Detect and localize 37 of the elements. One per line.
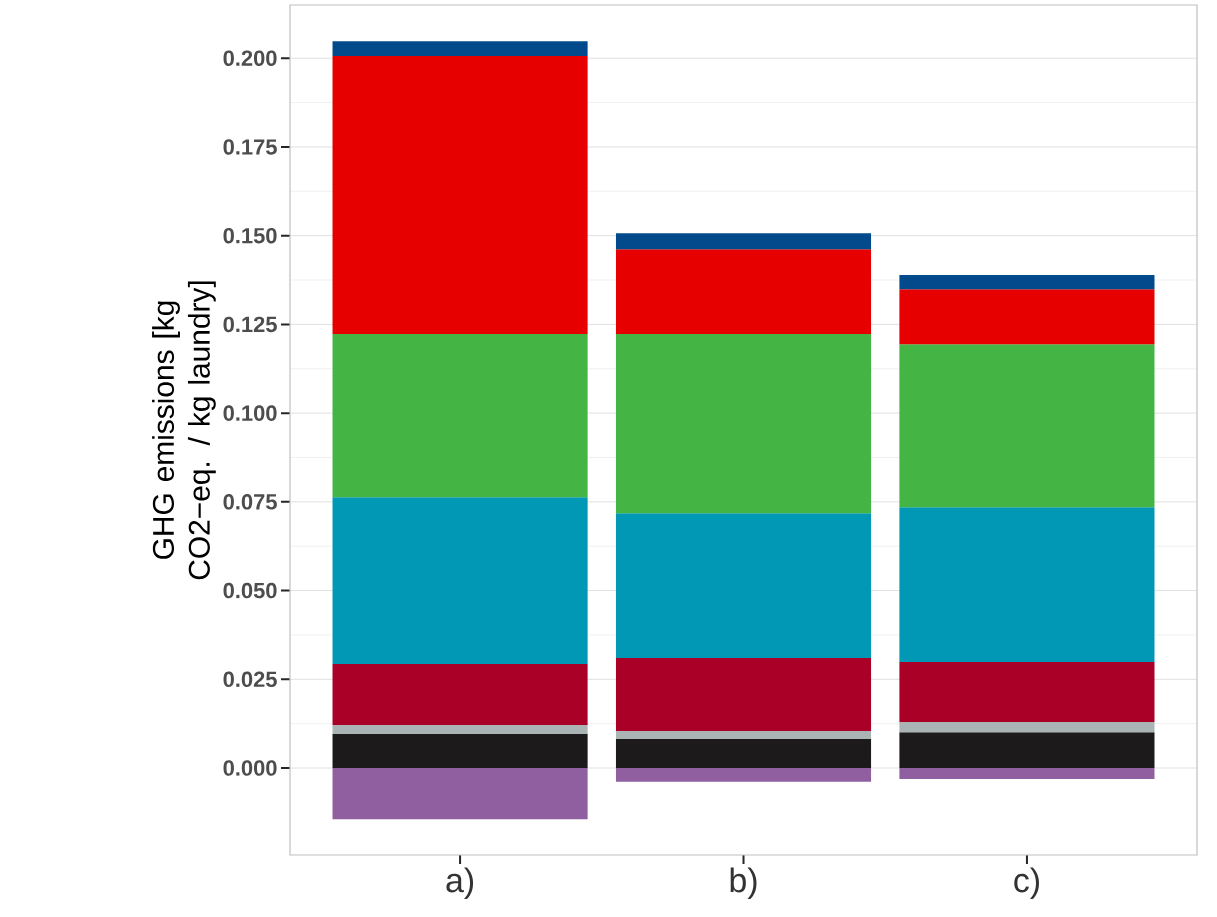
bar xyxy=(899,721,1155,733)
bar xyxy=(899,732,1155,769)
y-tick-label: 0.175 xyxy=(223,139,277,155)
bar xyxy=(899,344,1155,508)
bar xyxy=(615,658,872,732)
bar xyxy=(615,768,872,782)
bar xyxy=(899,275,1155,290)
bar xyxy=(332,333,588,498)
y-tick-label: 0.200 xyxy=(223,50,277,66)
x-tick-label: a) xyxy=(446,867,474,900)
y-tick-label: 0.100 xyxy=(223,405,277,421)
y-tick-label: 0.150 xyxy=(223,227,277,244)
y-tick-label: 0.125 xyxy=(223,316,277,333)
bar xyxy=(615,233,872,250)
bar xyxy=(615,249,872,334)
bar xyxy=(899,768,1155,780)
y-axis-title: GHG emissions [kg CO2−eq. / kg laundry] xyxy=(152,281,216,580)
bar xyxy=(615,513,872,659)
bar xyxy=(332,664,588,726)
bar xyxy=(615,738,872,769)
y-tick-label: 0.075 xyxy=(223,494,277,510)
bar xyxy=(899,507,1155,662)
bar xyxy=(899,661,1155,722)
y-tick-label: 0.025 xyxy=(223,671,277,688)
bar xyxy=(615,731,872,739)
y-tick-label: 0.000 xyxy=(223,760,277,776)
bar xyxy=(332,56,588,334)
x-tick-label: b) xyxy=(730,867,757,900)
y-tick-label: 0.050 xyxy=(223,582,277,599)
bar xyxy=(899,289,1155,345)
bar xyxy=(615,333,872,514)
bar xyxy=(332,725,588,734)
bar xyxy=(332,41,588,57)
bar xyxy=(332,733,588,769)
bar xyxy=(332,768,588,820)
bar xyxy=(332,497,588,665)
x-tick-label: c) xyxy=(1014,867,1039,900)
